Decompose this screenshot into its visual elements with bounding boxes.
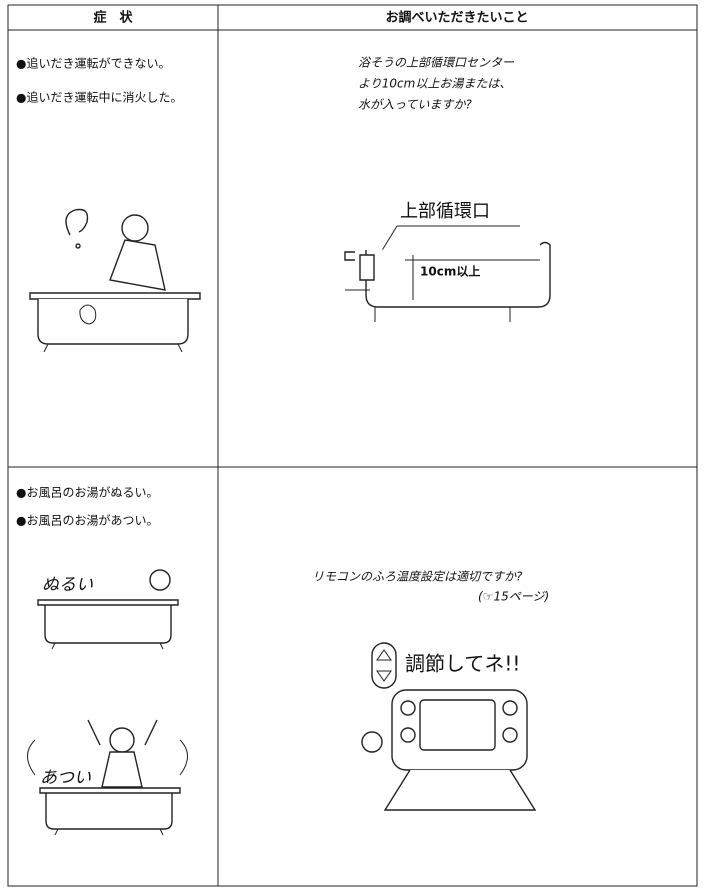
figure-label: 10cm以上 bbox=[420, 264, 480, 279]
header-cell: 症 状 bbox=[93, 10, 133, 26]
illustration-bath-person bbox=[29, 208, 201, 353]
figure-label: あつい bbox=[40, 768, 91, 788]
table-frame bbox=[7, 4, 698, 887]
check-text: より10cm以上お湯または、 bbox=[358, 77, 511, 91]
symptom: ●追いだき運転ができない。 bbox=[16, 56, 170, 71]
header-cell: お調べいただきたいこと bbox=[385, 10, 528, 26]
symptom: ●お風呂のお湯があつい。 bbox=[16, 513, 158, 528]
figure-label: 調節してネ!! bbox=[405, 652, 520, 676]
figure-label: ぬるい bbox=[42, 575, 93, 595]
check-text: 浴そうの上部循環口センター bbox=[358, 56, 515, 70]
check-text: リモコンのふろ温度設定は適切ですか? bbox=[312, 570, 523, 584]
check-text: 水が入っていますか? bbox=[358, 98, 472, 112]
symptom: ●お風呂のお湯がぬるい。 bbox=[16, 485, 158, 500]
illustration-bathtub-level: 上部循環口 10cm以上 bbox=[344, 201, 551, 322]
figure-label: 上部循環口 bbox=[400, 201, 490, 222]
check-text: (☞15ページ) bbox=[478, 590, 549, 604]
illustration-remote: 調節してネ!! bbox=[361, 642, 537, 811]
illustration-lukewarm: ぬるい bbox=[37, 569, 179, 650]
symptom: ●追いだき運転中に消火した。 bbox=[16, 90, 182, 105]
illustration-hot: あつい bbox=[27, 719, 188, 836]
